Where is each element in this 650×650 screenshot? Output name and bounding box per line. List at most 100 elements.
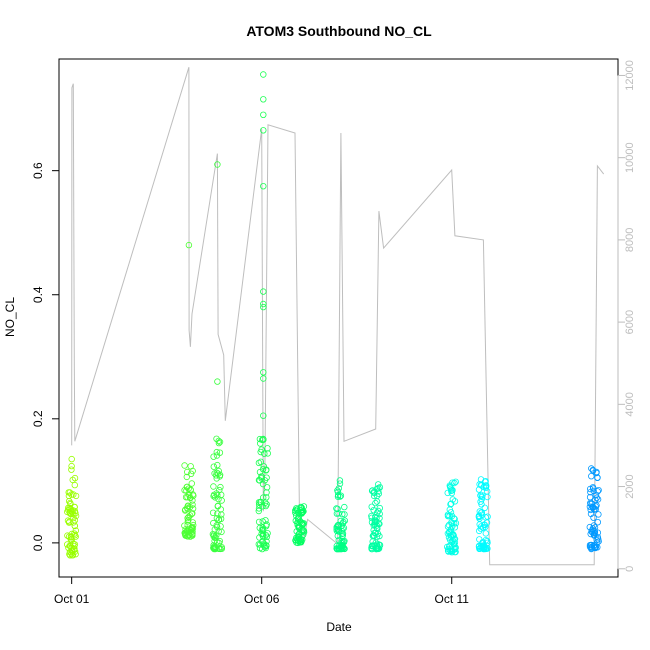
data-point (594, 488, 601, 495)
data-point (592, 543, 600, 551)
data-point (187, 470, 195, 477)
data-point (70, 519, 77, 526)
data-point-outlier (260, 127, 267, 134)
data-point (447, 548, 454, 555)
data-point (210, 519, 217, 527)
x-axis-label: Date (326, 620, 352, 634)
data-point (372, 513, 379, 521)
data-point (263, 533, 271, 540)
data-point (215, 437, 222, 445)
data-point (209, 509, 217, 516)
data-point (592, 496, 599, 503)
data-point (210, 463, 217, 470)
right-tick-label: 8000 (624, 228, 636, 252)
data-point (259, 518, 266, 525)
data-point (586, 494, 594, 501)
data-point (336, 477, 344, 484)
data-point (335, 491, 342, 499)
data-point (257, 458, 264, 465)
data-point (215, 528, 222, 535)
data-point (478, 511, 486, 518)
data-point (68, 466, 75, 473)
data-point (375, 490, 382, 497)
data-point (482, 523, 489, 530)
data-point (477, 523, 485, 530)
data-point (300, 527, 308, 534)
data-point (335, 528, 343, 535)
data-point (590, 522, 598, 529)
data-point (211, 494, 219, 501)
data-point (263, 521, 270, 528)
data-point (210, 453, 217, 460)
data-point (217, 483, 224, 491)
data-point-outlier (214, 161, 221, 168)
data-point (451, 524, 459, 531)
data-point (257, 541, 264, 548)
data-point (186, 512, 194, 519)
data-point (63, 508, 71, 516)
data-point (475, 486, 483, 493)
data-point (368, 503, 375, 510)
data-point (333, 545, 340, 552)
data-point (185, 513, 192, 521)
data-point (218, 511, 225, 518)
data-point (337, 492, 345, 499)
data-point (255, 505, 263, 512)
axes: Oct 01 Oct 06 Oct 11 0.0 0.2 0.4 0.6 0 2000 4000 6… (31, 58, 636, 606)
data-point (452, 520, 460, 527)
data-point (595, 511, 602, 518)
data-point (258, 530, 265, 538)
data-point (65, 519, 73, 526)
data-point (210, 533, 217, 540)
secondary-series-line (71, 67, 605, 566)
y-tick-label: 0.4 (31, 286, 45, 303)
data-point (71, 481, 78, 489)
data-point (262, 531, 270, 539)
data-point (187, 486, 194, 493)
data-point (214, 510, 221, 517)
y-axis-label: NO_CL (3, 297, 17, 337)
data-point (592, 492, 600, 499)
data-point (71, 503, 78, 511)
data-point (260, 494, 267, 501)
data-point (211, 526, 218, 533)
data-point (294, 506, 301, 513)
data-point (590, 532, 598, 539)
data-point (368, 487, 376, 495)
data-point (292, 509, 299, 516)
data-point (594, 519, 601, 526)
data-point (256, 468, 264, 476)
data-point (67, 534, 75, 541)
data-point (444, 523, 452, 530)
data-point (448, 545, 455, 553)
data-point (335, 485, 342, 492)
data-point (586, 503, 594, 510)
data-point (445, 545, 452, 553)
data-point (263, 484, 271, 491)
secondary-series (71, 67, 605, 566)
data-point (210, 483, 217, 490)
data-point (255, 507, 262, 515)
data-point (261, 450, 268, 457)
data-point (373, 545, 380, 553)
data-point (189, 528, 196, 535)
right-tick-label: 2000 (624, 474, 636, 498)
data-point (592, 544, 599, 551)
data-point (216, 537, 223, 545)
right-tick-label: 6000 (624, 310, 636, 334)
data-point (451, 546, 459, 553)
data-point (259, 526, 267, 533)
data-point (215, 516, 222, 524)
data-point (263, 494, 270, 501)
data-point (298, 520, 306, 528)
data-point (258, 473, 265, 480)
data-point (444, 489, 451, 497)
data-point (477, 498, 484, 505)
data-point (341, 511, 348, 518)
data-point (452, 548, 459, 556)
data-point (189, 501, 196, 508)
data-point (67, 507, 75, 514)
data-point (594, 534, 602, 541)
data-point (339, 538, 347, 545)
